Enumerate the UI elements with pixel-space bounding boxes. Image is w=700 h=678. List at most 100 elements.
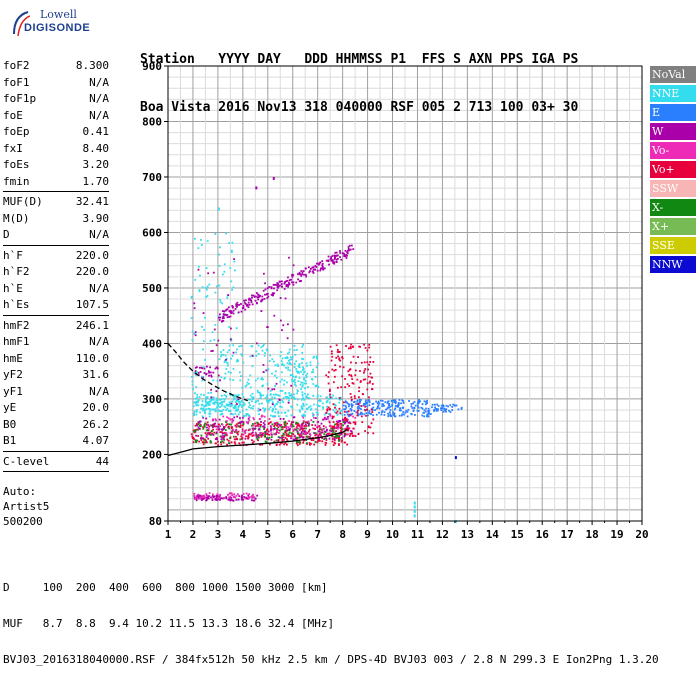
echo-point [290, 435, 293, 438]
echo-point [366, 361, 369, 364]
echo-point [272, 393, 275, 396]
echo-point [405, 409, 408, 412]
echo-point [224, 359, 226, 362]
echo-point [368, 404, 371, 407]
echo-point [208, 432, 211, 435]
echo-point [214, 291, 217, 294]
param-value: 44 [95, 454, 109, 468]
echo-point [364, 409, 367, 412]
echo-point [435, 408, 438, 410]
echo-point [424, 403, 427, 406]
echo-point [195, 497, 198, 500]
echo-point [223, 435, 226, 438]
echo-point [266, 287, 269, 290]
echo-point [198, 496, 200, 499]
echo-point [413, 406, 416, 409]
echo-point [210, 398, 213, 401]
auto-line2: Artist5 [3, 500, 50, 513]
echo-point [299, 426, 302, 429]
echo-point [197, 495, 200, 497]
echo-point [202, 407, 205, 410]
echo-point [296, 444, 299, 447]
echo-point [219, 413, 222, 416]
echo-point [445, 408, 448, 411]
echo-point [214, 425, 216, 428]
echo-point [252, 499, 255, 502]
echo-point [416, 404, 419, 407]
echo-point [296, 390, 299, 393]
legend-item-noval: NoVal [650, 66, 696, 83]
echo-point [224, 431, 227, 434]
echo-point [200, 434, 203, 437]
echo-point [201, 379, 204, 382]
echo-point [355, 411, 358, 414]
echo-point [219, 406, 221, 409]
echo-point [389, 413, 392, 416]
echo-point [293, 438, 296, 441]
echo-point [311, 371, 313, 374]
param-name: h`Es [3, 298, 30, 311]
echo-point [232, 435, 235, 438]
param-value: N/A [89, 281, 109, 295]
echo-point [232, 286, 235, 289]
echo-point [300, 388, 302, 391]
echo-point [382, 403, 385, 406]
echo-point [205, 417, 208, 420]
echo-point [224, 354, 227, 357]
echo-point [281, 378, 283, 381]
echo-point [331, 432, 334, 435]
echo-point [224, 372, 227, 375]
echo-point [305, 374, 308, 377]
echo-point [263, 354, 266, 357]
echo-point [327, 382, 330, 385]
echo-point [366, 408, 368, 411]
echo-point [289, 361, 291, 364]
echo-point [443, 409, 446, 411]
logo-line2: DIGISONDE [24, 22, 91, 34]
echo-point [228, 242, 231, 244]
echo-point [290, 425, 293, 428]
echo-point [347, 370, 350, 373]
echo-point [223, 263, 226, 266]
echo-point [357, 432, 360, 435]
echo-point [223, 400, 226, 403]
echo-point [338, 401, 341, 404]
echo-point [309, 364, 312, 367]
echo-point [350, 361, 352, 364]
echo-point [318, 405, 321, 408]
echo-point [214, 438, 217, 440]
echo-point [292, 264, 295, 267]
echo-point [262, 394, 265, 397]
echo-point [351, 378, 354, 380]
echo-point [250, 499, 253, 502]
echo-point [244, 385, 247, 388]
echo-point [339, 256, 341, 258]
echo-point [260, 299, 263, 302]
echo-point [295, 423, 297, 425]
echo-point [268, 286, 271, 288]
echo-point [284, 429, 287, 432]
echo-point [312, 414, 314, 417]
echo-point [281, 428, 284, 431]
echo-point [332, 261, 335, 264]
echo-point [296, 389, 299, 392]
param-name: C-level [3, 454, 50, 468]
echo-point [251, 294, 253, 297]
echo-point [270, 398, 273, 401]
echo-point [262, 425, 264, 428]
echo-point [351, 382, 354, 384]
echo-point [250, 432, 253, 435]
echo-point [226, 362, 229, 365]
echo-point [287, 359, 290, 362]
echo-point [291, 423, 294, 426]
echo-point [329, 413, 332, 416]
echo-point [258, 391, 261, 394]
echo-point [318, 262, 321, 265]
echo-point [259, 397, 262, 400]
echo-point [316, 437, 319, 440]
echo-point [212, 418, 214, 421]
echo-point [252, 493, 255, 496]
echo-point [340, 409, 343, 412]
echo-point [290, 432, 293, 435]
echo-point [316, 414, 319, 417]
